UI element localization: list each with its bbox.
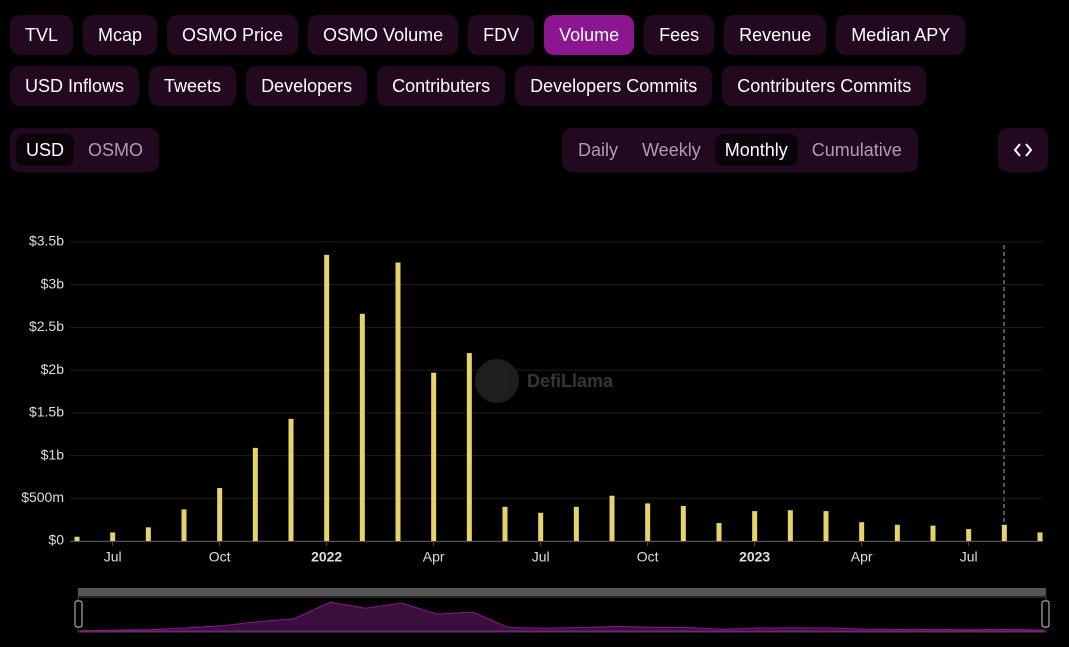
bar (823, 511, 829, 541)
embed-button[interactable] (998, 128, 1048, 172)
bar (1001, 524, 1007, 541)
bar (431, 372, 437, 541)
bar (217, 488, 223, 541)
y-tick-label: $2b (41, 361, 65, 377)
bar (894, 524, 900, 541)
tab-row: TVL Mcap OSMO Price OSMO Volume FDV Volume Fee… (10, 15, 966, 55)
bar (502, 506, 508, 541)
tab-row: USD Inflows Tweets Developers Contributers D… (10, 66, 927, 106)
tab-button[interactable]: FDV (468, 15, 535, 55)
tab-button[interactable]: USD Inflows (10, 66, 140, 106)
tab-button[interactable]: Mcap (83, 15, 158, 55)
tab-button[interactable]: Revenue (724, 15, 827, 55)
bar (181, 509, 187, 541)
tab-button[interactable]: Contributers Commits (722, 66, 927, 106)
x-tick-label: Jul (960, 549, 978, 565)
tab-button[interactable]: Developers (246, 66, 368, 106)
brush-handle-bar[interactable] (78, 588, 1046, 596)
bar (609, 495, 615, 541)
bar (859, 522, 865, 541)
bar (145, 527, 151, 541)
x-tick-label: 2022 (311, 549, 342, 565)
bar (787, 510, 793, 541)
tab-button[interactable]: Volume (544, 15, 635, 55)
tab-button[interactable]: OSMO Price (167, 15, 299, 55)
period-option[interactable]: Monthly (714, 134, 798, 166)
y-tick-label: $0 (48, 532, 64, 548)
bar (930, 525, 936, 541)
y-tick-label: $1.5b (29, 404, 64, 420)
tab-button[interactable]: OSMO Volume (308, 15, 459, 55)
bar (288, 418, 294, 541)
watermark-text: DefiLlama (527, 371, 614, 391)
tab-button[interactable]: TVL (10, 15, 74, 55)
period-option[interactable]: Cumulative (811, 140, 902, 160)
bar (1037, 532, 1043, 541)
period-toggle: Daily Weekly Monthly Cumulative (562, 128, 918, 172)
tab-button[interactable]: Tweets (149, 66, 237, 106)
x-tick-label: Apr (423, 549, 445, 565)
bar (645, 503, 651, 541)
brush-left-handle[interactable] (74, 600, 83, 628)
period-option[interactable]: Daily (578, 140, 619, 160)
currency-option[interactable]: OSMO (88, 140, 144, 160)
x-tick-label: Apr (851, 549, 873, 565)
bar (324, 254, 330, 542)
x-tick-label: 2023 (739, 549, 770, 565)
brush-right-handle[interactable] (1041, 600, 1050, 628)
y-tick-label: $3b (41, 275, 65, 291)
brush-preview (79, 601, 1045, 632)
bar (466, 353, 472, 541)
bar (538, 512, 544, 541)
tab-button[interactable]: Contributers (377, 66, 506, 106)
bar (359, 313, 365, 541)
y-tick-label: $1b (41, 446, 65, 462)
bar (110, 532, 116, 541)
bar (752, 511, 758, 541)
currency-toggle: USD OSMO (10, 128, 160, 172)
bar (252, 447, 258, 541)
tab-button[interactable]: Fees (644, 15, 715, 55)
y-tick-label: $2.5b (29, 318, 64, 334)
watermark-logo (475, 359, 519, 403)
bar (395, 262, 401, 541)
currency-option[interactable]: USD (16, 134, 75, 166)
y-tick-label: $3.5b (29, 233, 64, 249)
embed-icon (1013, 143, 1033, 157)
y-tick-label: $500m (21, 489, 64, 505)
x-tick-label: Jul (104, 549, 122, 565)
x-tick-label: Oct (637, 549, 659, 565)
tab-button[interactable]: Developers Commits (515, 66, 713, 106)
bar (966, 529, 972, 541)
x-tick-label: Oct (209, 549, 231, 565)
bar (74, 536, 80, 541)
period-option[interactable]: Weekly (642, 140, 701, 160)
watermark: DefiLlama (475, 359, 614, 403)
tab-button[interactable]: Median APY (836, 15, 966, 55)
brush-window[interactable] (77, 596, 1047, 633)
bar (573, 506, 579, 541)
bar (716, 523, 722, 541)
x-tick-label: Jul (532, 549, 550, 565)
bar (680, 505, 686, 541)
